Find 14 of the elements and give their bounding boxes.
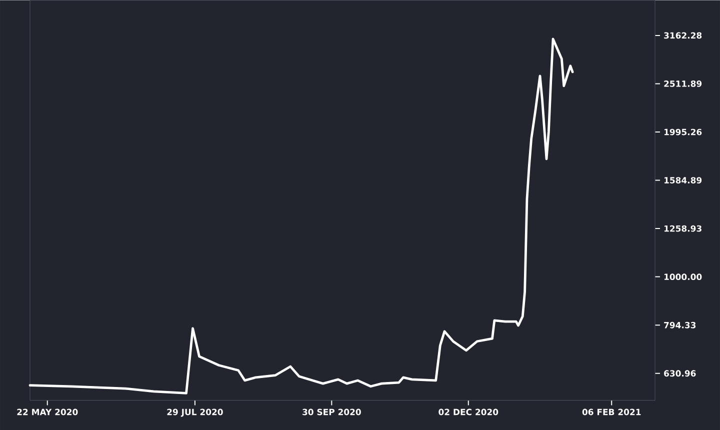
- y-tick-label: 1995.26: [664, 128, 702, 136]
- y-tick-label: 1584.89: [664, 176, 702, 184]
- y-tick-label: 3162.28: [664, 32, 702, 39]
- y-tick-label: 1000.00: [664, 273, 702, 280]
- x-tick-label: 02 DEC 2020: [438, 408, 498, 416]
- line-series: [28, 38, 574, 394]
- y-tick-label: 1258.93: [664, 225, 702, 232]
- y-tick-label: 2511.89: [664, 80, 702, 87]
- x-tick-label: 30 SEP 2020: [302, 408, 361, 416]
- y-tick-label: 630.96: [664, 370, 696, 376]
- y-tick-label: 794.33: [664, 322, 696, 328]
- x-tick-label: 29 JUL 2020: [167, 408, 223, 417]
- x-tick-label: 06 FEB 2021: [582, 408, 641, 416]
- x-tick-label: 22 MAY 2020: [17, 408, 78, 416]
